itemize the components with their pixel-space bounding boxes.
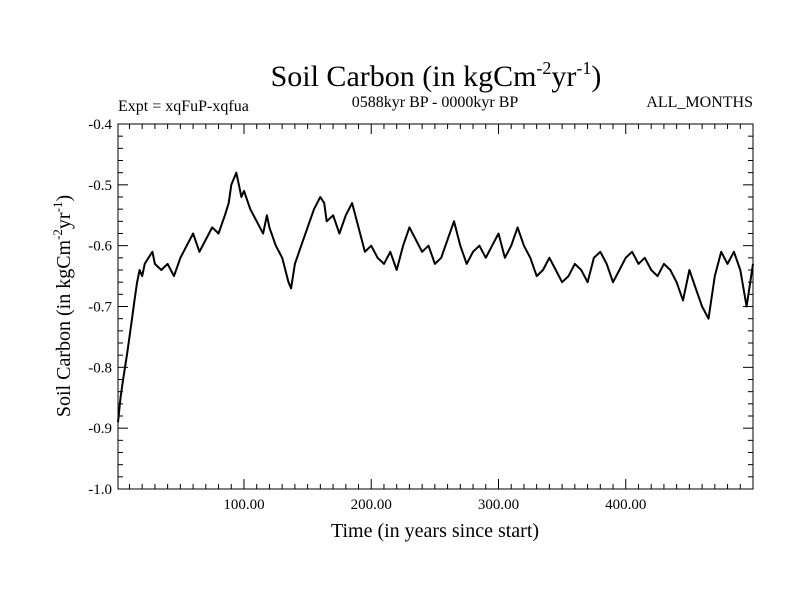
y-axis-ticks	[118, 123, 753, 490]
y-axis-label: Soil Carbon (in kgCm-2yr-1)	[50, 195, 75, 417]
x-tick-label: 400.00	[605, 497, 646, 513]
experiment-label: Expt = xqFuP-xqfua	[118, 98, 249, 115]
x-tick-label: 200.00	[351, 497, 392, 513]
y-tick-label: -0.9	[88, 421, 112, 437]
chart-title: Soil Carbon (in kgCm-2yr-1)	[271, 58, 602, 93]
x-axis-ticks	[128, 124, 741, 489]
y-tick-label: -0.7	[88, 300, 112, 316]
soil-carbon-series-line	[117, 171, 754, 423]
y-tick-label: -0.4	[88, 117, 112, 133]
months-label: ALL_MONTHS	[646, 94, 753, 111]
x-axis-tick-labels: 100.00 200.00 300.00 400.00	[223, 497, 646, 513]
plot-frame	[117, 123, 754, 490]
y-axis-tick-labels: -1.0 -0.9 -0.8 -0.7 -0.6 -0.5 -0.4	[88, 117, 112, 498]
x-tick-label: 300.00	[478, 497, 519, 513]
y-tick-label: -1.0	[88, 482, 112, 498]
y-tick-label: -0.8	[88, 360, 112, 376]
y-tick-label: -0.5	[88, 178, 112, 194]
y-tick-label: -0.6	[88, 239, 112, 255]
x-axis-label: Time (in years since start)	[331, 520, 539, 542]
period-label: 0588kyr BP - 0000kyr BP	[352, 94, 519, 111]
x-tick-label: 100.00	[223, 497, 264, 513]
